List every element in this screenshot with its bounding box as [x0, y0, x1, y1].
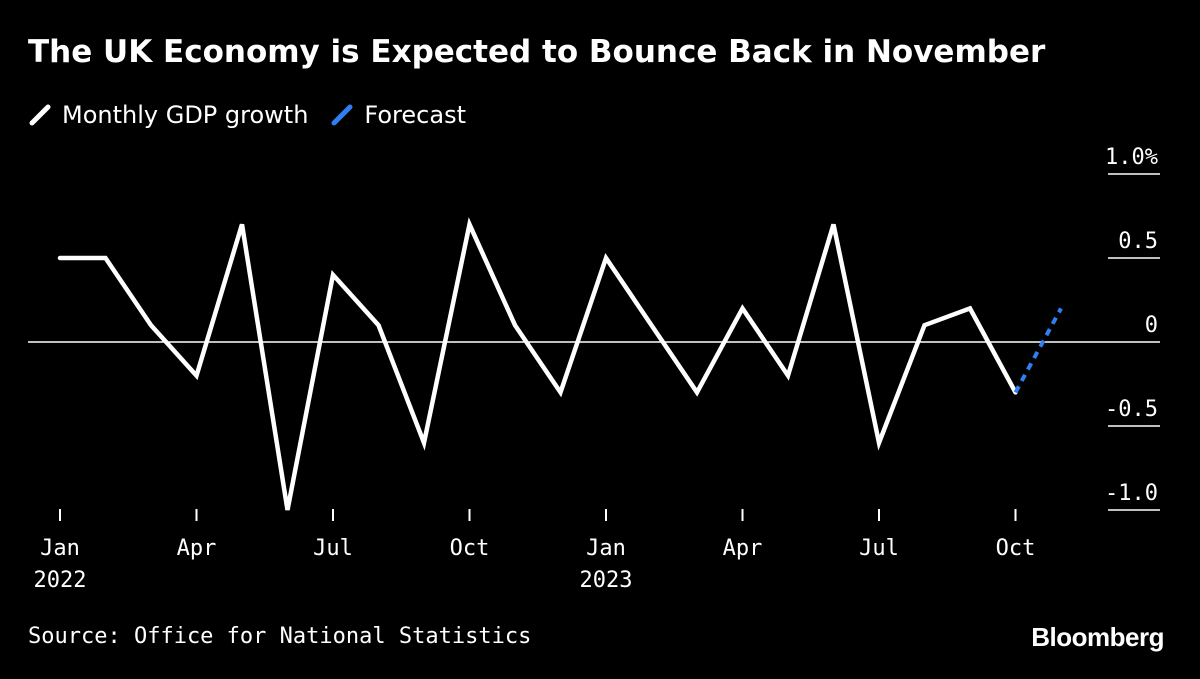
y-tick-label-2: 0: [1145, 313, 1158, 338]
x-tick-label-6: Jul: [859, 536, 899, 561]
x-tick-label-1: Apr: [177, 536, 217, 561]
x-tick-label-4: Jan: [586, 536, 626, 561]
x-tick-year-label-0: 2022: [34, 568, 87, 593]
y-tick-label-4: -1.0: [1105, 481, 1158, 506]
x-tick-year-label-4: 2023: [580, 568, 633, 593]
y-tick-label-0: 1.0%: [1105, 145, 1158, 170]
bloomberg-logo: Bloomberg: [1031, 622, 1164, 652]
y-tick-label-1: 0.5: [1118, 229, 1158, 254]
chart-title: The UK Economy is Expected to Bounce Bac…: [28, 34, 1046, 70]
legend-swatch-gdp: [29, 104, 51, 126]
x-tick-label-7: Oct: [996, 536, 1036, 561]
legend-swatch-forecast: [331, 104, 353, 126]
series-line-forecast: [1013, 307, 1063, 394]
source-note: Source: Office for National Statistics: [28, 624, 532, 649]
series-line-gdp-growth: [57, 217, 1018, 511]
x-tick-label-5: Apr: [723, 536, 763, 561]
legend: Monthly GDP growth Forecast: [28, 98, 488, 132]
legend-item-forecast: Forecast: [330, 101, 466, 129]
legend-label-gdp: Monthly GDP growth: [62, 101, 309, 129]
legend-item-gdp: Monthly GDP growth: [28, 101, 308, 129]
y-tick-label-3: -0.5: [1105, 397, 1158, 422]
x-tick-label-0: Jan: [40, 536, 80, 561]
legend-label-forecast: Forecast: [364, 101, 466, 129]
x-tick-label-3: Oct: [450, 536, 490, 561]
x-tick-label-2: Jul: [313, 536, 353, 561]
